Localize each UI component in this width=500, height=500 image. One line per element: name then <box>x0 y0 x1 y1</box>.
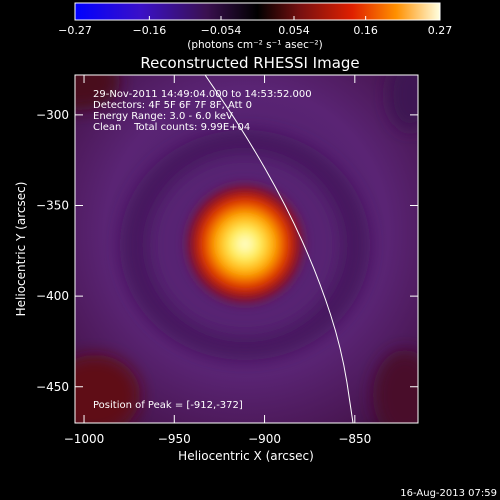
y-tick-label: −300 <box>36 108 69 122</box>
x-tick-label: −850 <box>338 432 371 446</box>
peak-position-label: Position of Peak = [-912,-372] <box>93 400 243 411</box>
colorbar-gradient <box>75 3 440 20</box>
x-axis-label: Heliocentric X (arcsec) <box>178 449 314 463</box>
colorbar-tick-label: −0.27 <box>58 24 92 37</box>
y-tick-label: −400 <box>36 289 69 303</box>
corner-lobe-bottom-right <box>373 350 418 423</box>
corner-lobe-top-right <box>388 75 418 130</box>
corner-lobe-top-left <box>75 75 120 110</box>
colorbar-tick-label: −0.16 <box>132 24 166 37</box>
annotation-energy: Energy Range: 3.0 - 6.0 keV <box>93 111 233 122</box>
corner-lobe-bottom-left <box>75 355 140 423</box>
x-tick-label: −950 <box>158 432 191 446</box>
date-stamp: 16-Aug-2013 07:59 <box>400 488 497 499</box>
source-core-shape <box>180 178 310 310</box>
solar-limb-line <box>204 75 354 423</box>
x-axis-ticks: −1000 −950 −900 −850 <box>64 75 371 446</box>
colorbar-ticks: −0.27 −0.16 −0.054 0.054 0.16 0.27 <box>58 16 452 37</box>
colorbar-frame <box>74 2 441 21</box>
x-tick-label: −1000 <box>64 432 105 446</box>
colorbar-tick-label: 0.27 <box>428 24 453 37</box>
y-tick-label: −350 <box>36 199 69 213</box>
x-tick-label: −900 <box>248 432 281 446</box>
heatmap-image <box>75 75 418 423</box>
chart-title: Reconstructed RHESSI Image <box>140 54 359 72</box>
annotation-time: 29-Nov-2011 14:49:04.000 to 14:53:52.000 <box>93 89 312 100</box>
colorbar-tick-label: −0.054 <box>201 24 242 37</box>
y-tick-label: −450 <box>36 380 69 394</box>
annotation-block: 29-Nov-2011 14:49:04.000 to 14:53:52.000… <box>93 89 312 133</box>
colorbar: −0.27 −0.16 −0.054 0.054 0.16 0.27 (photons c… <box>58 2 452 51</box>
annotation-detectors: Detectors: 4F 5F 6F 7F 8F, Att 0 <box>93 100 252 111</box>
plot-frame <box>74 74 419 424</box>
colorbar-units-label: (photons cm⁻² s⁻¹ asec⁻²) <box>187 39 322 51</box>
colorbar-tick-label: 0.16 <box>353 24 378 37</box>
annotation-clean-counts: Clean Total counts: 9.99E+04 <box>93 122 250 133</box>
y-axis-label: Heliocentric Y (arcsec) <box>14 182 28 317</box>
y-axis-ticks: −300 −350 −400 −450 <box>36 108 418 394</box>
colorbar-tick-label: 0.054 <box>278 24 310 37</box>
